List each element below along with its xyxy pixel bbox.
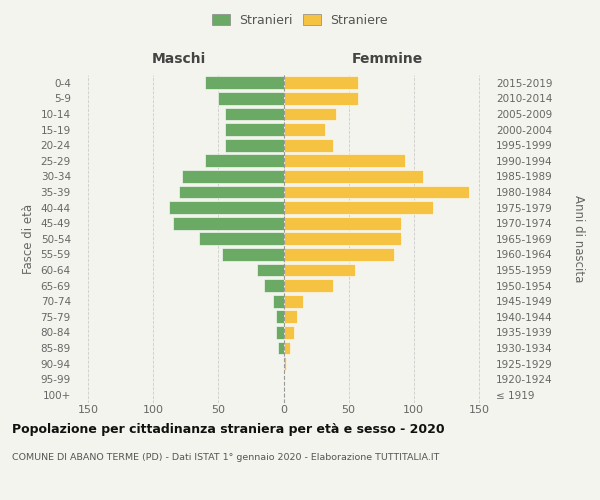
Text: Maschi: Maschi [152,52,206,66]
Bar [284,186,469,198]
Bar [284,294,303,308]
Bar [284,92,358,105]
Bar [284,154,404,167]
Bar [284,248,394,260]
Bar [284,76,358,89]
Bar [218,92,284,105]
Bar [169,201,284,214]
Y-axis label: Fasce di età: Fasce di età [22,204,35,274]
Legend: Stranieri, Straniere: Stranieri, Straniere [207,8,393,32]
Bar [284,264,355,276]
Bar [182,170,284,183]
Bar [284,342,290,354]
Bar [284,217,401,230]
Bar [275,310,284,323]
Bar [173,217,284,230]
Bar [225,108,284,120]
Bar [284,357,286,370]
Bar [199,232,284,245]
Bar [284,201,433,214]
Bar [284,310,296,323]
Text: COMUNE DI ABANO TERME (PD) - Dati ISTAT 1° gennaio 2020 - Elaborazione TUTTITALI: COMUNE DI ABANO TERME (PD) - Dati ISTAT … [12,452,439,462]
Bar [284,170,423,183]
Bar [278,342,284,354]
Y-axis label: Anni di nascita: Anni di nascita [572,195,586,282]
Bar [225,139,284,151]
Bar [264,279,284,292]
Bar [225,123,284,136]
Bar [257,264,284,276]
Bar [284,326,294,338]
Bar [284,123,325,136]
Bar [284,232,401,245]
Bar [222,248,284,260]
Bar [205,154,284,167]
Bar [284,108,335,120]
Bar [179,186,284,198]
Text: Femmine: Femmine [352,52,424,66]
Bar [205,76,284,89]
Bar [275,326,284,338]
Bar [284,279,333,292]
Bar [284,139,333,151]
Text: Popolazione per cittadinanza straniera per età e sesso - 2020: Popolazione per cittadinanza straniera p… [12,422,445,436]
Bar [273,294,284,308]
